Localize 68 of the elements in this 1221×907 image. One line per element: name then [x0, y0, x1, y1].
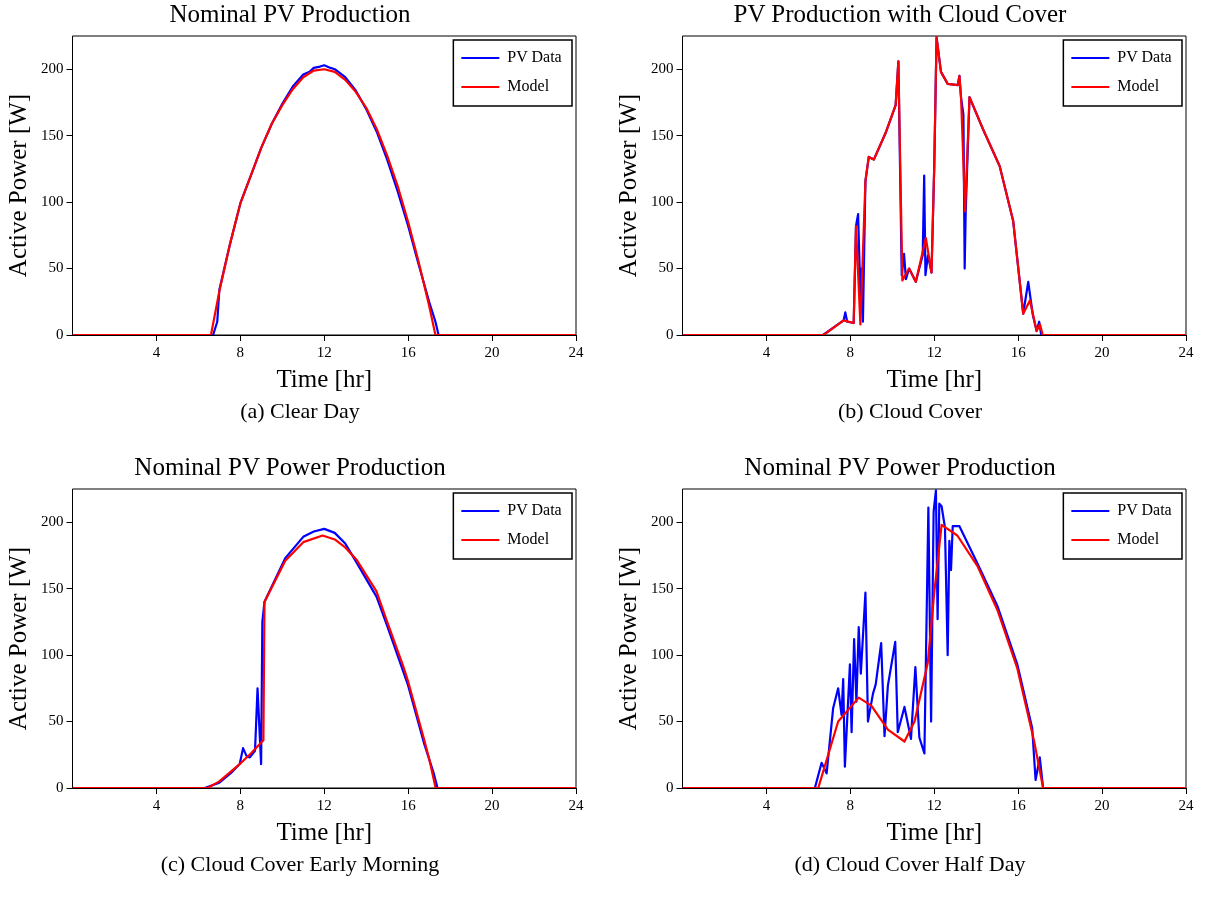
y-tick-label: 100 [41, 193, 64, 210]
x-tick-label: 12 [926, 796, 942, 813]
y-tick-label: 100 [651, 193, 674, 210]
y-tick-label: 0 [56, 778, 64, 795]
x-tick-label: 8 [236, 343, 245, 360]
x-tick-label: 16 [1010, 796, 1027, 813]
chart-title: Nominal PV Power Production [744, 452, 1057, 480]
y-axis-title: Active Power [W] [3, 93, 31, 278]
y-tick-label: 100 [651, 646, 674, 663]
x-tick-label: 16 [400, 343, 417, 360]
x-axis-title: Time [hr] [276, 364, 373, 392]
x-axis-title: Time [hr] [276, 817, 373, 845]
x-tick-label: 12 [316, 343, 332, 360]
legend-label: PV Data [507, 48, 562, 66]
legend-label: Model [507, 77, 550, 95]
x-tick-label: 20 [1094, 343, 1110, 360]
x-tick-label: 8 [846, 796, 855, 813]
y-axis-title: Active Power [W] [3, 546, 31, 731]
y-tick-label: 200 [41, 513, 64, 530]
x-tick-label: 24 [568, 796, 584, 813]
y-tick-label: 50 [658, 259, 674, 276]
legend-label: PV Data [1117, 501, 1172, 519]
y-tick-label: 200 [41, 60, 64, 77]
x-tick-label: 24 [1178, 343, 1194, 360]
text: (a) Clear Day [239, 398, 361, 424]
text: (c) Cloud Cover Early Morning [159, 851, 441, 877]
y-tick-label: 0 [666, 778, 674, 795]
x-tick-label: 8 [236, 796, 245, 813]
x-tick-label: 8 [846, 343, 855, 360]
chart-title: Nominal PV Production [169, 0, 412, 27]
x-tick-label: 4 [152, 343, 161, 360]
x-tick-label: 16 [400, 796, 417, 813]
y-tick-label: 50 [658, 712, 674, 729]
legend-label: PV Data [507, 501, 562, 519]
y-tick-label: 100 [41, 646, 64, 663]
y-tick-label: 150 [651, 126, 674, 143]
y-tick-label: 150 [41, 579, 64, 596]
x-tick-label: 20 [484, 343, 500, 360]
x-tick-label: 12 [316, 796, 332, 813]
x-axis-title: Time [hr] [886, 364, 983, 392]
legend-label: Model [1117, 530, 1160, 548]
y-tick-label: 200 [651, 60, 674, 77]
y-tick-label: 50 [48, 259, 64, 276]
y-tick-label: 0 [666, 325, 674, 342]
y-tick-label: 0 [56, 325, 64, 342]
y-tick-label: 150 [41, 126, 64, 143]
text: (b) Cloud Cover [836, 398, 984, 424]
chart-title: Nominal PV Power Production [134, 452, 447, 480]
x-tick-label: 20 [1094, 796, 1110, 813]
legend-label: Model [1117, 77, 1160, 95]
y-axis-title: Active Power [W] [613, 546, 641, 731]
y-tick-label: 50 [48, 712, 64, 729]
chart-title: PV Production with Cloud Cover [733, 0, 1068, 27]
y-tick-label: 200 [651, 513, 674, 530]
x-tick-label: 4 [762, 796, 771, 813]
x-axis-title: Time [hr] [886, 817, 983, 845]
x-tick-label: 24 [568, 343, 584, 360]
x-tick-label: 4 [152, 796, 161, 813]
x-tick-label: 16 [1010, 343, 1027, 360]
y-tick-label: 150 [651, 579, 674, 596]
x-tick-label: 12 [926, 343, 942, 360]
legend-label: Model [507, 530, 550, 548]
x-tick-label: 24 [1178, 796, 1194, 813]
y-axis-title: Active Power [W] [613, 93, 641, 278]
x-tick-label: 4 [762, 343, 771, 360]
legend-label: PV Data [1117, 48, 1172, 66]
text: (d) Cloud Cover Half Day [793, 851, 1027, 877]
x-tick-label: 20 [484, 796, 500, 813]
